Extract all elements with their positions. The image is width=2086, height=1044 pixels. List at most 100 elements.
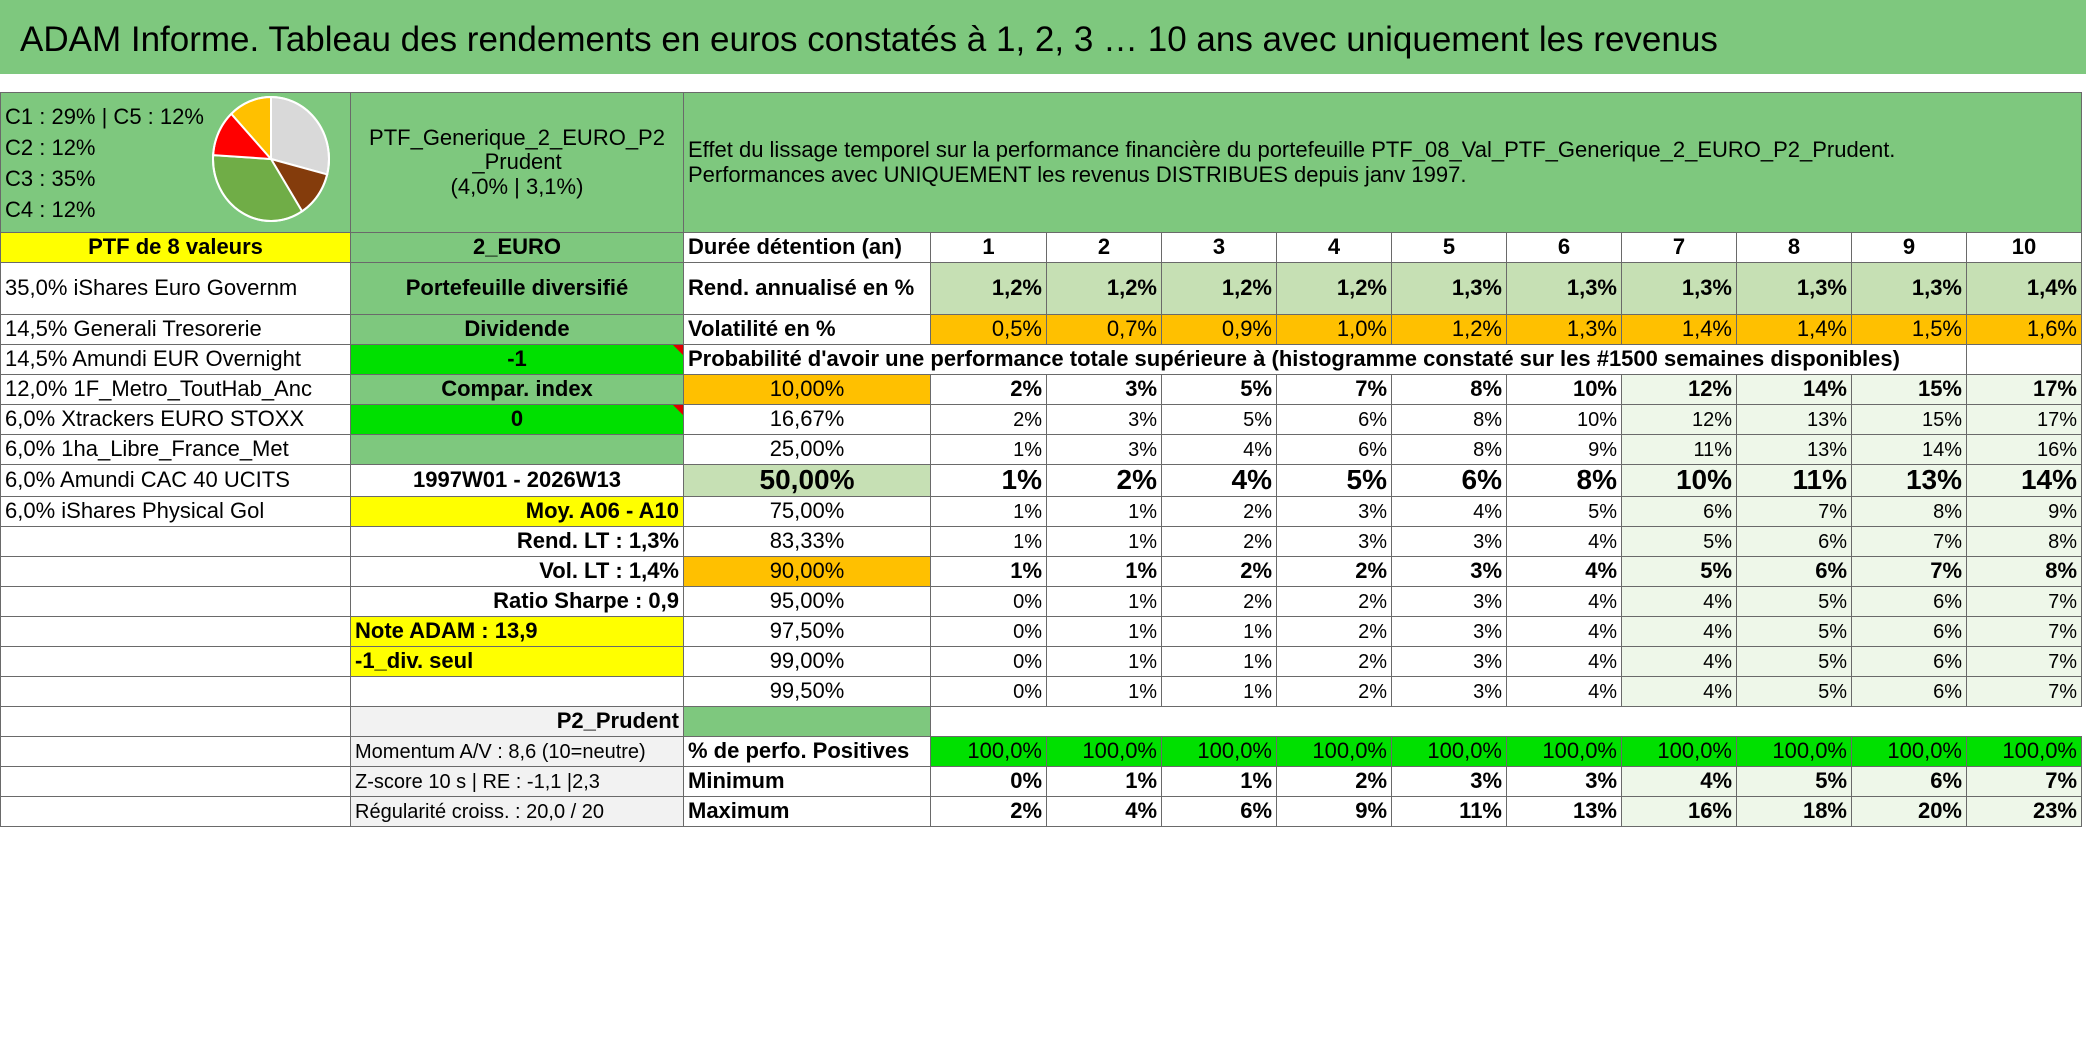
prob-value-y3: 5% — [1161, 374, 1277, 405]
portfolio-title-cell: PTF_Generique_2_EURO_P2 _Prudent (4,0% |… — [350, 92, 684, 233]
prob-value-y10: 7% — [1966, 646, 2082, 677]
prob-value-y3: 2% — [1161, 526, 1277, 557]
vol-value-y6: 1,3% — [1506, 314, 1622, 345]
portfolio-name-suffix: _Prudent — [472, 149, 562, 175]
holding-row: 6,0% Xtrackers EURO STOXX — [0, 404, 351, 435]
prob-value-y2: 3% — [1046, 374, 1162, 405]
prob-value-y2: 1% — [1046, 616, 1162, 647]
prob-value-y9: 15% — [1851, 404, 1967, 435]
prob-value-y3: 2% — [1161, 586, 1277, 617]
maximum-label: Maximum — [683, 796, 931, 827]
vol-value-y7: 1,4% — [1621, 314, 1737, 345]
prob-value-y1: 2% — [930, 404, 1047, 435]
description-line: Performances avec UNIQUEMENT les revenus… — [688, 161, 1467, 187]
prob-value-y9: 6% — [1851, 646, 1967, 677]
prob-threshold: 99,50% — [683, 676, 931, 707]
prob-value-y8: 13% — [1736, 404, 1852, 435]
prob-value-y1: 0% — [930, 646, 1047, 677]
prob-threshold: 75,00% — [683, 496, 931, 527]
prob-value-y8: 5% — [1736, 646, 1852, 677]
probability-label: Probabilité d'avoir une performance tota… — [683, 344, 1967, 375]
prob-threshold: 25,00% — [683, 434, 931, 465]
prob-value-y10: 17% — [1966, 404, 2082, 435]
prob-value-y1: 0% — [930, 586, 1047, 617]
year-header-y5: 5 — [1391, 232, 1507, 263]
maximum-value-y3: 6% — [1161, 796, 1277, 827]
holding-row: 12,0% 1F_Metro_ToutHab_Anc — [0, 374, 351, 405]
positives-value-y4: 100,0% — [1276, 736, 1392, 767]
minimum-label: Minimum — [683, 766, 931, 797]
prob-value-y2: 1% — [1046, 676, 1162, 707]
prob-value-y3: 4% — [1161, 434, 1277, 465]
prob-value-y10: 8% — [1966, 526, 2082, 557]
maximum-value-y9: 20% — [1851, 796, 1967, 827]
composition-line: C4 : 12% — [5, 197, 96, 222]
year-header-y8: 8 — [1736, 232, 1852, 263]
holdings-count: PTF de 8 valeurs — [0, 232, 351, 263]
composition-cell: C1 : 29% | C5 : 12% C2 : 12% C3 : 35% C4… — [0, 92, 351, 233]
prob-value-y4: 2% — [1276, 676, 1392, 707]
prob-value-y3: 1% — [1161, 646, 1277, 677]
rend-value-y8: 1,3% — [1736, 262, 1852, 315]
minimum-value-y2: 1% — [1046, 766, 1162, 797]
vol-value-y1: 0,5% — [930, 314, 1047, 345]
rend-label: Rend. annualisé en % — [683, 262, 931, 315]
rend-value-y4: 1,2% — [1276, 262, 1392, 315]
portfolio-name: PTF_Generique_2_EURO_P2 — [369, 125, 665, 151]
prob-value-y7: 10% — [1621, 464, 1737, 497]
prob-value-y1: 0% — [930, 676, 1047, 707]
prob-value-y6: 10% — [1506, 404, 1622, 435]
prob-value-y4: 7% — [1276, 374, 1392, 405]
prob-threshold: 16,67% — [683, 404, 931, 435]
performance-table: C1 : 29% | C5 : 12% C2 : 12% C3 : 35% C4… — [0, 92, 2082, 827]
prob-value-y7: 5% — [1621, 526, 1737, 557]
prob-value-y2: 1% — [1046, 586, 1162, 617]
prob-value-y6: 4% — [1506, 676, 1622, 707]
prob-value-y1: 1% — [930, 464, 1047, 497]
prob-threshold: 50,00% — [683, 464, 931, 497]
empty-cell — [930, 706, 2082, 737]
currency-label: 2_EURO — [350, 232, 684, 263]
duration-label: Durée détention (an) — [683, 232, 931, 263]
minimum-value-y7: 4% — [1621, 766, 1737, 797]
prob-value-y9: 14% — [1851, 434, 1967, 465]
maximum-value-y4: 9% — [1276, 796, 1392, 827]
composition-line: C2 : 12% — [5, 135, 96, 160]
prob-value-y9: 6% — [1851, 676, 1967, 707]
prob-value-y6: 4% — [1506, 616, 1622, 647]
minimum-value-y1: 0% — [930, 766, 1047, 797]
rend-value-y9: 1,3% — [1851, 262, 1967, 315]
maximum-value-y8: 18% — [1736, 796, 1852, 827]
prob-value-y8: 6% — [1736, 526, 1852, 557]
rend-value-y6: 1,3% — [1506, 262, 1622, 315]
prob-value-y1: 0% — [930, 616, 1047, 647]
prob-value-y5: 8% — [1391, 374, 1507, 405]
vol-label: Volatilité en % — [683, 314, 931, 345]
prob-value-y1: 1% — [930, 556, 1047, 587]
prob-value-y6: 4% — [1506, 586, 1622, 617]
prob-value-y5: 3% — [1391, 646, 1507, 677]
empty-cell — [1966, 344, 2082, 375]
maximum-value-y1: 2% — [930, 796, 1047, 827]
prob-value-y5: 3% — [1391, 616, 1507, 647]
prob-value-y5: 3% — [1391, 586, 1507, 617]
prob-value-y7: 4% — [1621, 676, 1737, 707]
empty-cell — [0, 556, 351, 587]
vol-value-y5: 1,2% — [1391, 314, 1507, 345]
prob-value-y6: 4% — [1506, 526, 1622, 557]
positives-value-y6: 100,0% — [1506, 736, 1622, 767]
prob-value-y7: 11% — [1621, 434, 1737, 465]
holding-row: 6,0% iShares Physical Gol — [0, 496, 351, 527]
prob-value-y6: 5% — [1506, 496, 1622, 527]
prob-value-y9: 7% — [1851, 556, 1967, 587]
empty-cell — [0, 766, 351, 797]
prob-value-y6: 4% — [1506, 646, 1622, 677]
prob-value-y9: 8% — [1851, 496, 1967, 527]
prob-value-y10: 7% — [1966, 676, 2082, 707]
holding-row: 14,5% Amundi EUR Overnight — [0, 344, 351, 375]
positives-value-y7: 100,0% — [1621, 736, 1737, 767]
prob-value-y8: 13% — [1736, 434, 1852, 465]
prob-value-y7: 4% — [1621, 616, 1737, 647]
rend-value-y7: 1,3% — [1621, 262, 1737, 315]
dividend-label: Dividende — [350, 314, 684, 345]
